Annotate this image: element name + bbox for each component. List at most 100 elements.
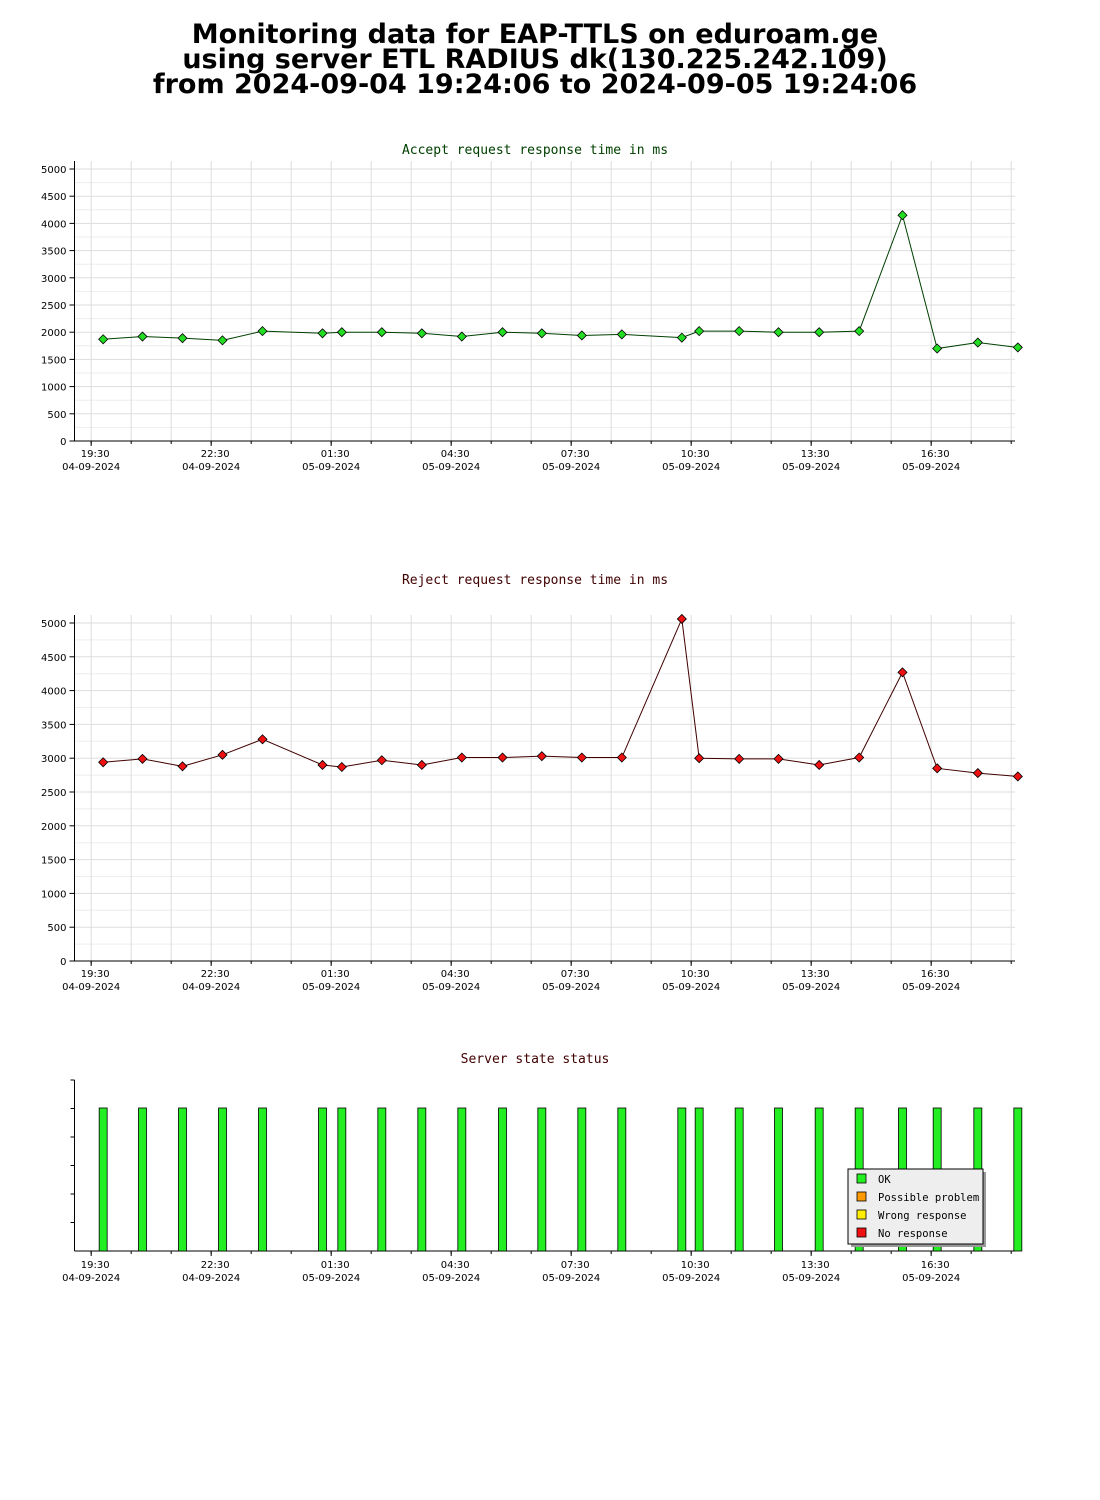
x-tick-time: 10:30 [681,449,710,460]
data-point [416,328,427,339]
series-line [103,213,1018,350]
legend-label: OK [878,1174,891,1186]
y-tick-label: 4500 [41,192,66,203]
x-tick-date: 04-09-2024 [62,982,120,993]
x-tick-time: 16:30 [921,449,950,460]
x-tick-date: 04-09-2024 [62,1273,120,1284]
y-tick-label: 4000 [41,687,66,698]
status-bar [258,1107,267,1252]
data-point [336,327,347,338]
data-point [376,327,387,338]
y-tick-label: 2500 [41,301,66,312]
status-bar [814,1107,824,1252]
x-tick-date: 05-09-2024 [902,982,960,993]
y-tick-label: 3000 [41,754,66,765]
status-bar [457,1107,467,1252]
x-tick-time: 04:30 [441,449,470,460]
x-tick-date: 05-09-2024 [422,982,480,993]
y-tick-label: 2500 [41,788,66,799]
x-tick-date: 05-09-2024 [782,1273,840,1284]
x-tick-time: 19:30 [81,1260,110,1271]
x-tick-time: 16:30 [921,969,950,980]
data-point [98,334,109,345]
status-bar [774,1107,783,1252]
series-line [103,617,1018,777]
status-bar [178,1107,187,1252]
x-tick-time: 13:30 [801,449,830,460]
x-tick-time: 13:30 [801,1260,830,1271]
data-point [773,753,784,764]
x-tick-date: 05-09-2024 [662,982,720,993]
x-tick-time: 16:30 [921,1260,950,1271]
y-tick-label: 500 [47,923,66,934]
x-tick-time: 04:30 [441,969,470,980]
x-tick-time: 07:30 [561,969,590,980]
title-line-1: Monitoring data for EAP-TTLS on eduroam.… [191,19,879,50]
y-tick-label: 1000 [41,383,66,394]
x-tick-date: 05-09-2024 [662,462,720,473]
legend-swatch [856,1209,867,1220]
x-tick-time: 10:30 [681,1260,710,1271]
data-point [497,327,508,338]
y-tick-label: 3500 [41,247,66,258]
data-point [616,329,627,340]
chart-title: Accept request response time in ms [402,143,668,158]
data-point [177,761,188,772]
status-bar [694,1107,704,1252]
x-tick-date: 05-09-2024 [542,1273,600,1284]
x-tick-time: 22:30 [201,449,230,460]
data-point [317,759,328,771]
data-point [416,759,427,771]
y-tick-label: 3000 [41,274,66,285]
x-tick-date: 05-09-2024 [902,1273,960,1284]
y-tick-label: 2000 [41,328,66,339]
x-tick-date: 05-09-2024 [662,1273,720,1284]
title-line-3: from 2024-09-04 19:24:06 to 2024-09-05 1… [152,69,918,100]
x-tick-date: 05-09-2024 [302,1273,360,1284]
data-point [376,755,387,766]
data-point [616,752,627,763]
page-title: Monitoring data for EAP-TTLS on eduroam.… [0,19,1070,100]
legend-swatch [856,1191,867,1202]
y-tick-label: 500 [47,410,66,421]
data-point [536,328,547,339]
data-point [897,667,908,678]
x-tick-date: 05-09-2024 [902,462,960,473]
y-tick-label: 4500 [41,653,66,664]
x-tick-time: 22:30 [201,969,230,980]
status-bar [498,1107,507,1252]
x-tick-date: 04-09-2024 [182,982,240,993]
data-point [137,331,148,342]
x-tick-time: 19:30 [81,969,110,980]
data-point [456,331,467,342]
x-tick-date: 05-09-2024 [782,982,840,993]
legend-swatch [856,1173,867,1184]
legend-label: No response [878,1228,948,1240]
title-line-2: using server ETL RADIUS dk(130.225.242.1… [182,44,888,75]
data-point [456,752,467,763]
x-tick-time: 10:30 [681,969,710,980]
status-bar [337,1107,347,1252]
data-point [932,343,943,354]
status-bar [318,1107,327,1252]
data-point [854,326,865,337]
x-tick-time: 04:30 [441,1260,470,1271]
y-tick-label: 1000 [41,889,66,900]
x-tick-time: 01:30 [321,449,350,460]
data-point [576,330,587,341]
y-tick-label: 5000 [41,619,66,630]
status-bar [677,1107,687,1252]
data-point [137,753,148,764]
x-tick-time: 07:30 [561,449,590,460]
status-bar [98,1107,108,1252]
chart-title: Reject request response time in ms [402,573,668,588]
data-point [694,753,705,764]
status-bar [218,1107,227,1252]
data-point [1012,771,1023,782]
x-tick-time: 01:30 [321,1260,350,1271]
status-bar [537,1107,547,1252]
data-point [317,328,328,339]
x-tick-date: 04-09-2024 [182,1273,240,1284]
data-point [257,326,268,337]
x-tick-time: 07:30 [561,1260,590,1271]
